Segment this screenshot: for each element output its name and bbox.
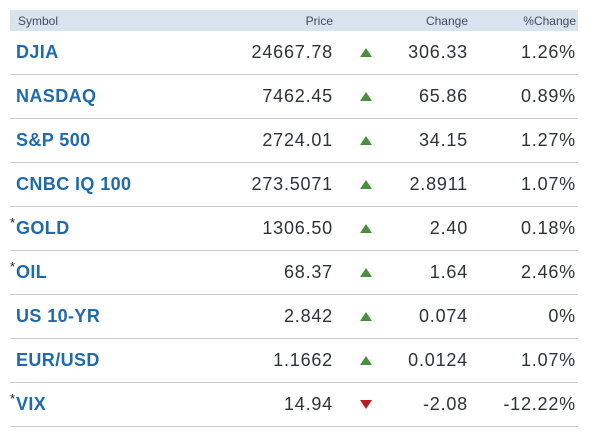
table-row: *VIX 14.94 -2.08 -12.22%	[10, 383, 578, 427]
symbol-cell: EUR/USD	[10, 350, 218, 371]
symbol-link[interactable]: CNBC IQ 100	[16, 174, 132, 194]
price-cell: 7462.45	[262, 86, 333, 106]
pct-change-cell: 1.07%	[520, 174, 576, 194]
column-header-price: Price	[305, 13, 333, 28]
symbol-link[interactable]: NASDAQ	[16, 86, 97, 106]
price-cell: 24667.78	[251, 42, 333, 62]
up-triangle-icon	[359, 92, 372, 101]
direction-cell	[333, 224, 398, 233]
table-body: DJIA 24667.78 306.33 1.26% NASDAQ 7462.4…	[10, 31, 578, 427]
table-header-row: Symbol Price Change %Change	[10, 10, 578, 31]
symbol-cell: S&P 500	[10, 130, 218, 151]
symbol-cell: *OIL	[10, 259, 218, 283]
column-header-symbol: Symbol	[18, 13, 59, 28]
price-cell: 1.1662	[273, 350, 333, 370]
price-cell: 2724.01	[262, 130, 333, 150]
pct-change-cell: 1.26%	[520, 42, 576, 62]
symbol-cell: *VIX	[10, 391, 218, 415]
up-triangle-icon	[359, 136, 372, 145]
up-triangle-icon	[359, 268, 372, 277]
price-cell: 2.842	[283, 306, 333, 326]
symbol-cell: US 10-YR	[10, 306, 218, 327]
asterisk-marker: *	[10, 391, 16, 406]
table-row: US 10-YR 2.842 0.074 0%	[10, 295, 578, 339]
symbol-cell: CNBC IQ 100	[10, 174, 218, 195]
asterisk-marker: *	[10, 259, 16, 274]
asterisk-marker: *	[10, 215, 16, 230]
change-cell: 0.0124	[408, 350, 468, 370]
pct-change-cell: 0.89%	[520, 86, 576, 106]
symbol-link[interactable]: OIL	[16, 262, 48, 282]
table-row: CNBC IQ 100 273.5071 2.8911 1.07%	[10, 163, 578, 207]
table-row: *GOLD 1306.50 2.40 0.18%	[10, 207, 578, 251]
change-cell: -2.08	[422, 394, 468, 414]
pct-change-cell: 0%	[548, 306, 576, 326]
table-row: DJIA 24667.78 306.33 1.26%	[10, 31, 578, 75]
direction-cell	[333, 356, 398, 365]
up-triangle-icon	[359, 224, 372, 233]
symbol-link[interactable]: EUR/USD	[16, 350, 100, 370]
table-row: *OIL 68.37 1.64 2.46%	[10, 251, 578, 295]
pct-change-cell: 1.07%	[520, 350, 576, 370]
symbol-cell: DJIA	[10, 42, 218, 63]
change-cell: 0.074	[418, 306, 468, 326]
pct-change-cell: 0.18%	[520, 218, 576, 238]
price-cell: 1306.50	[262, 218, 333, 238]
change-cell: 2.40	[429, 218, 468, 238]
symbol-link[interactable]: GOLD	[16, 218, 70, 238]
table-row: NASDAQ 7462.45 65.86 0.89%	[10, 75, 578, 119]
column-header-pct-change: %Change	[523, 13, 576, 28]
price-cell: 14.94	[283, 394, 333, 414]
up-triangle-icon	[359, 312, 372, 321]
change-cell: 65.86	[418, 86, 468, 106]
table-row: S&P 500 2724.01 34.15 1.27%	[10, 119, 578, 163]
symbol-link[interactable]: US 10-YR	[16, 306, 101, 326]
direction-cell	[333, 92, 398, 101]
pct-change-cell: -12.22%	[503, 394, 576, 414]
direction-cell	[333, 312, 398, 321]
symbol-cell: *GOLD	[10, 215, 218, 239]
pct-change-cell: 2.46%	[520, 262, 576, 282]
price-cell: 68.37	[283, 262, 333, 282]
change-cell: 306.33	[408, 42, 468, 62]
symbol-link[interactable]: S&P 500	[16, 130, 91, 150]
symbol-link[interactable]: VIX	[16, 394, 47, 414]
up-triangle-icon	[359, 48, 372, 57]
direction-cell	[333, 48, 398, 57]
pct-change-cell: 1.27%	[520, 130, 576, 150]
change-cell: 34.15	[418, 130, 468, 150]
column-header-change: Change	[425, 13, 468, 28]
change-cell: 2.8911	[409, 174, 468, 194]
direction-cell	[333, 180, 398, 189]
direction-cell	[333, 400, 398, 409]
up-triangle-icon	[359, 356, 372, 365]
direction-cell	[333, 268, 398, 277]
symbol-link[interactable]: DJIA	[16, 42, 59, 62]
market-quotes-table: Symbol Price Change %Change DJIA 24667.7…	[10, 10, 578, 427]
symbol-cell: NASDAQ	[10, 86, 218, 107]
table-row: EUR/USD 1.1662 0.0124 1.07%	[10, 339, 578, 383]
price-cell: 273.5071	[251, 174, 333, 194]
up-triangle-icon	[359, 180, 372, 189]
direction-cell	[333, 136, 398, 145]
change-cell: 1.64	[429, 262, 468, 282]
down-triangle-icon	[359, 400, 372, 409]
